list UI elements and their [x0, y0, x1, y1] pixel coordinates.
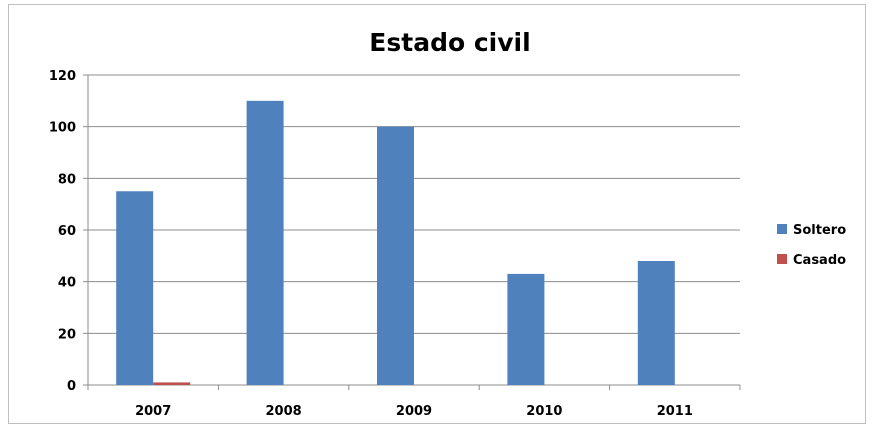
y-tick-label: 0 — [67, 379, 76, 394]
x-tick-label: 2007 — [135, 404, 171, 419]
y-tick-label: 60 — [58, 224, 76, 239]
legend-swatch — [777, 224, 787, 234]
y-tick-label: 100 — [49, 121, 76, 136]
legend-label: Soltero — [793, 223, 846, 238]
y-tick-label: 40 — [58, 276, 76, 291]
x-tick-label: 2008 — [266, 404, 302, 419]
x-tick-label: 2010 — [526, 404, 562, 419]
x-tick-label: 2011 — [657, 404, 693, 419]
legend-item-soltero: Soltero — [777, 223, 846, 238]
legend-item-casado: Casado — [777, 253, 846, 268]
bar-soltero-2009 — [377, 126, 414, 386]
legend-swatch — [777, 254, 787, 264]
bar-casado-2007 — [153, 382, 191, 385]
x-tick-labels: 2007 2008 2009 2010 2011 — [135, 404, 693, 419]
bar-soltero-2007 — [116, 191, 154, 385]
y-tick-label: 80 — [58, 172, 76, 187]
bar-soltero-2010 — [507, 273, 545, 385]
chart-title: Estado civil — [369, 28, 530, 57]
bar-soltero-2008 — [246, 100, 284, 385]
bars — [116, 100, 675, 386]
legend-label: Casado — [793, 253, 846, 268]
y-tick-label: 120 — [49, 69, 76, 84]
x-tick-label: 2009 — [396, 404, 432, 419]
y-tick-label: 20 — [58, 327, 76, 342]
legend: Soltero Casado — [777, 223, 846, 268]
bar-soltero-2011 — [637, 261, 675, 385]
y-tick-labels: 0 20 40 60 80 100 120 — [49, 69, 76, 394]
